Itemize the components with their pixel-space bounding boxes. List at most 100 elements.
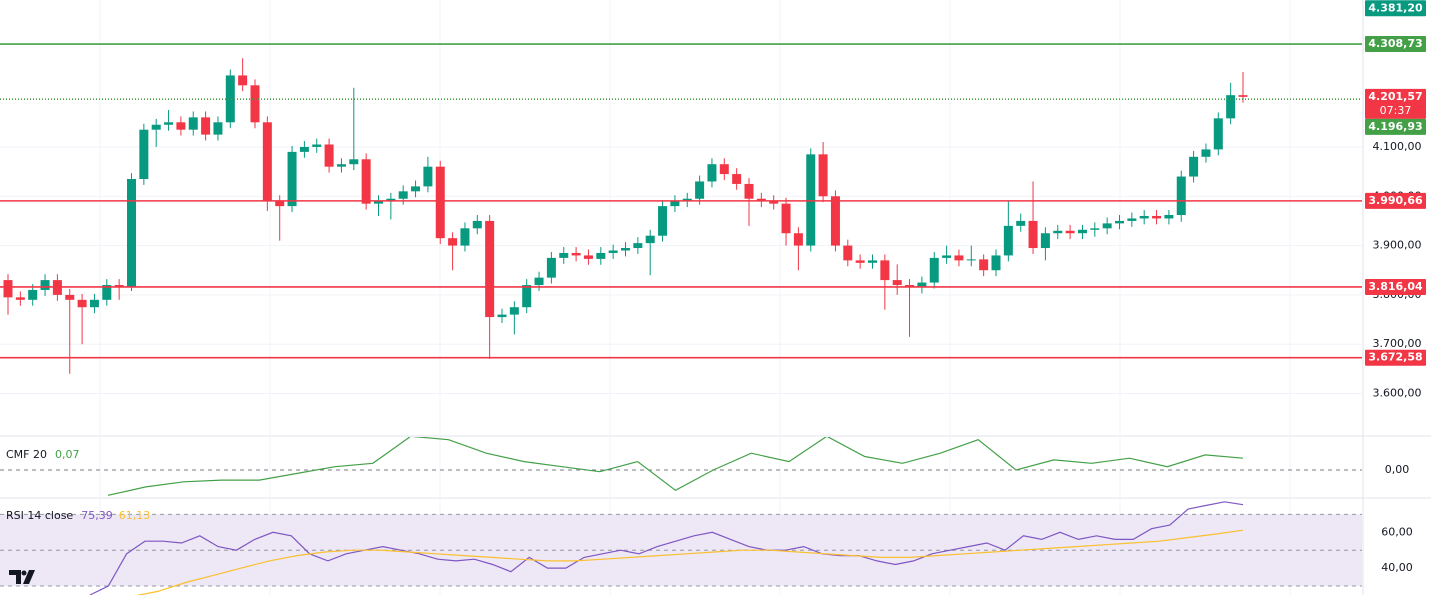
candle-body: [250, 85, 260, 123]
candle-body: [596, 252, 606, 259]
candle-body: [707, 164, 717, 182]
indicator-line: [136, 529, 1244, 595]
candle-body: [929, 257, 939, 283]
candle-body: [1127, 218, 1137, 221]
y-tick-label: 60,00: [1381, 525, 1413, 538]
candle-body: [621, 248, 630, 251]
candle-body: [102, 285, 112, 300]
indicator-line: [107, 437, 1244, 496]
y-tick-label: 3.700,00: [1373, 337, 1422, 350]
candle-body: [89, 299, 99, 308]
candle-body: [139, 129, 149, 180]
candle-body: [201, 117, 211, 135]
indicator-line: [89, 501, 1244, 595]
candle-body: [917, 282, 927, 288]
candle-body: [1164, 215, 1174, 219]
candle-body: [1065, 230, 1075, 234]
candle-body: [374, 201, 383, 204]
candle-body: [1213, 118, 1223, 150]
candle-body: [843, 245, 853, 261]
candle-body: [1115, 220, 1124, 224]
candle-body: [868, 260, 877, 263]
level-label-box: [1365, 349, 1426, 366]
level-label-box: [1365, 278, 1426, 295]
candle-body: [188, 117, 198, 130]
candle-body: [1238, 95, 1248, 97]
indicator-title: RSI 14 close: [6, 509, 73, 522]
candle-body: [658, 206, 668, 236]
candle-body: [299, 146, 309, 152]
candle-body: [127, 179, 136, 288]
price-axis: 4.100,004.000,003.900,003.800,003.700,00…: [1365, 0, 1426, 574]
last-price-label: 4.201,57: [1368, 90, 1422, 103]
candle-body: [361, 159, 371, 204]
candle-body: [942, 255, 952, 258]
candle-body: [806, 154, 816, 246]
candle-body: [164, 122, 174, 125]
candle-body: [670, 201, 680, 207]
candle-body: [287, 151, 297, 207]
candle-body: [1189, 156, 1199, 177]
candle-body: [411, 186, 421, 192]
candle-body: [880, 260, 890, 281]
candle-body: [559, 252, 569, 258]
candle-body: [65, 294, 75, 300]
candle-body: [275, 201, 285, 207]
level-label: 3.816,04: [1368, 280, 1423, 293]
candle-body: [213, 122, 223, 135]
indicator-value: 61,13: [119, 509, 151, 522]
candle-body: [534, 277, 544, 286]
candle-body: [793, 233, 803, 246]
candle-body: [756, 198, 766, 202]
candle-body: [892, 280, 902, 286]
candle-body: [608, 250, 618, 253]
candle-body: [460, 228, 470, 246]
candle-body: [1139, 215, 1149, 219]
candle-body: [522, 285, 532, 308]
candle-body: [423, 166, 433, 187]
candle-body: [1028, 220, 1038, 249]
candle-body: [262, 122, 272, 202]
candle-body: [1152, 215, 1162, 219]
candle-body: [633, 243, 643, 249]
level-label-box: [1365, 118, 1426, 135]
candle-body: [77, 299, 87, 308]
y-tick-label: 3.600,00: [1373, 387, 1422, 400]
cmf-pane: [0, 437, 1362, 496]
level-label: 4.308,73: [1368, 37, 1422, 50]
logo: [9, 570, 35, 584]
candle-body: [546, 257, 556, 278]
candle-body: [1090, 228, 1100, 230]
candle-body: [1176, 176, 1186, 215]
y-tick-label: 0,00: [1385, 463, 1410, 476]
candle-body: [571, 252, 581, 256]
candle-body: [719, 164, 729, 175]
candle-body: [818, 154, 828, 197]
candle-body: [28, 289, 38, 300]
candle-body: [966, 259, 976, 261]
level-label-box: [1365, 36, 1426, 53]
candle-body: [682, 198, 692, 202]
candle-body: [448, 238, 458, 246]
candle-body: [336, 164, 346, 167]
candle-body: [1053, 230, 1063, 234]
rsi-pane: [0, 501, 1362, 595]
candle-body: [324, 144, 334, 167]
level-label: 4.381,20: [1368, 1, 1423, 14]
indicator-title: CMF 20: [6, 448, 47, 461]
candle-body: [1201, 149, 1211, 157]
candle-body: [1102, 223, 1112, 229]
candle-body: [744, 183, 754, 199]
level-label-box: [1365, 192, 1426, 209]
indicator-value: 0,07: [55, 448, 80, 461]
candle-body: [979, 259, 989, 271]
y-tick-label: 3.900,00: [1373, 239, 1422, 252]
candle-body: [238, 75, 248, 86]
level-label: 4.196,93: [1368, 120, 1422, 133]
candle-body: [509, 307, 519, 315]
level-label-box: [1365, 0, 1426, 17]
candle-body: [1077, 229, 1087, 234]
candle-body: [176, 122, 186, 130]
candle-body: [225, 75, 235, 123]
candle-body: [3, 280, 13, 298]
